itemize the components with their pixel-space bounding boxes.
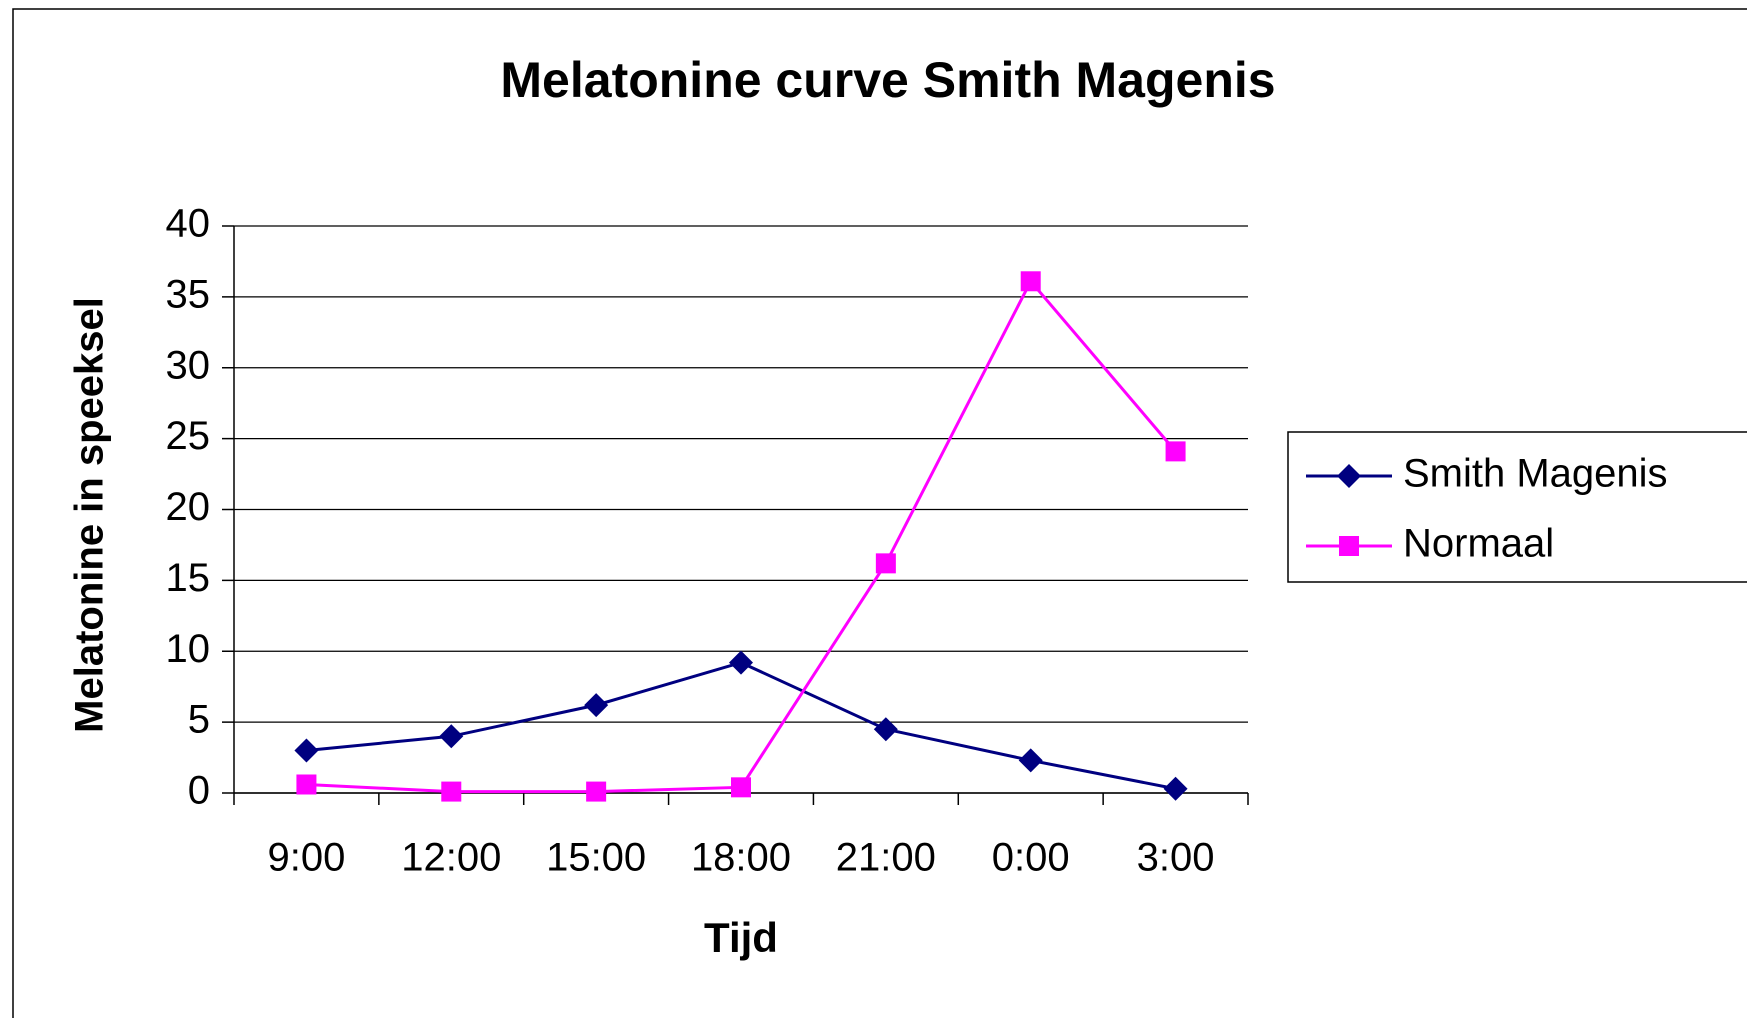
legend-label: Smith Magenis <box>1403 452 1668 496</box>
y-tick-label: 40 <box>166 202 211 246</box>
data-point <box>1163 776 1188 801</box>
x-axis-label: Tijd <box>704 914 778 961</box>
y-tick-label: 30 <box>166 343 211 387</box>
y-tick-label: 5 <box>188 698 210 742</box>
data-point <box>439 724 464 749</box>
legend-marker <box>1339 536 1359 556</box>
x-tick-label: 18:00 <box>691 836 791 880</box>
x-tick-label: 15:00 <box>546 836 646 880</box>
legend-label: Normaal <box>1403 522 1554 566</box>
data-point <box>731 777 751 798</box>
chart-title: Melatonine curve Smith Magenis <box>500 52 1275 108</box>
data-point <box>586 781 607 802</box>
data-point <box>584 693 609 718</box>
x-tick-label: 12:00 <box>401 836 501 880</box>
data-point <box>1018 748 1043 773</box>
data-point <box>1165 441 1186 462</box>
data-point <box>1020 271 1041 292</box>
x-tick-label: 0:00 <box>992 836 1070 880</box>
x-tick-label: 3:00 <box>1137 836 1215 880</box>
legend-marker <box>1337 464 1361 488</box>
y-tick-label: 20 <box>166 485 211 529</box>
data-point <box>873 717 898 742</box>
y-tick-label: 10 <box>166 627 211 671</box>
data-point <box>441 781 462 802</box>
data-point <box>296 774 317 795</box>
y-tick-label: 15 <box>166 556 211 600</box>
y-tick-label: 0 <box>188 769 210 813</box>
legend <box>1287 431 1747 583</box>
data-point <box>875 553 896 574</box>
y-tick-label: 25 <box>166 414 211 458</box>
x-tick-label: 21:00 <box>836 836 936 880</box>
y-tick-label: 35 <box>166 272 211 316</box>
data-point <box>294 738 319 763</box>
y-axis-label: Melatonine in speeksel <box>68 297 112 733</box>
x-tick-label: 9:00 <box>267 836 345 880</box>
data-point <box>729 650 753 675</box>
